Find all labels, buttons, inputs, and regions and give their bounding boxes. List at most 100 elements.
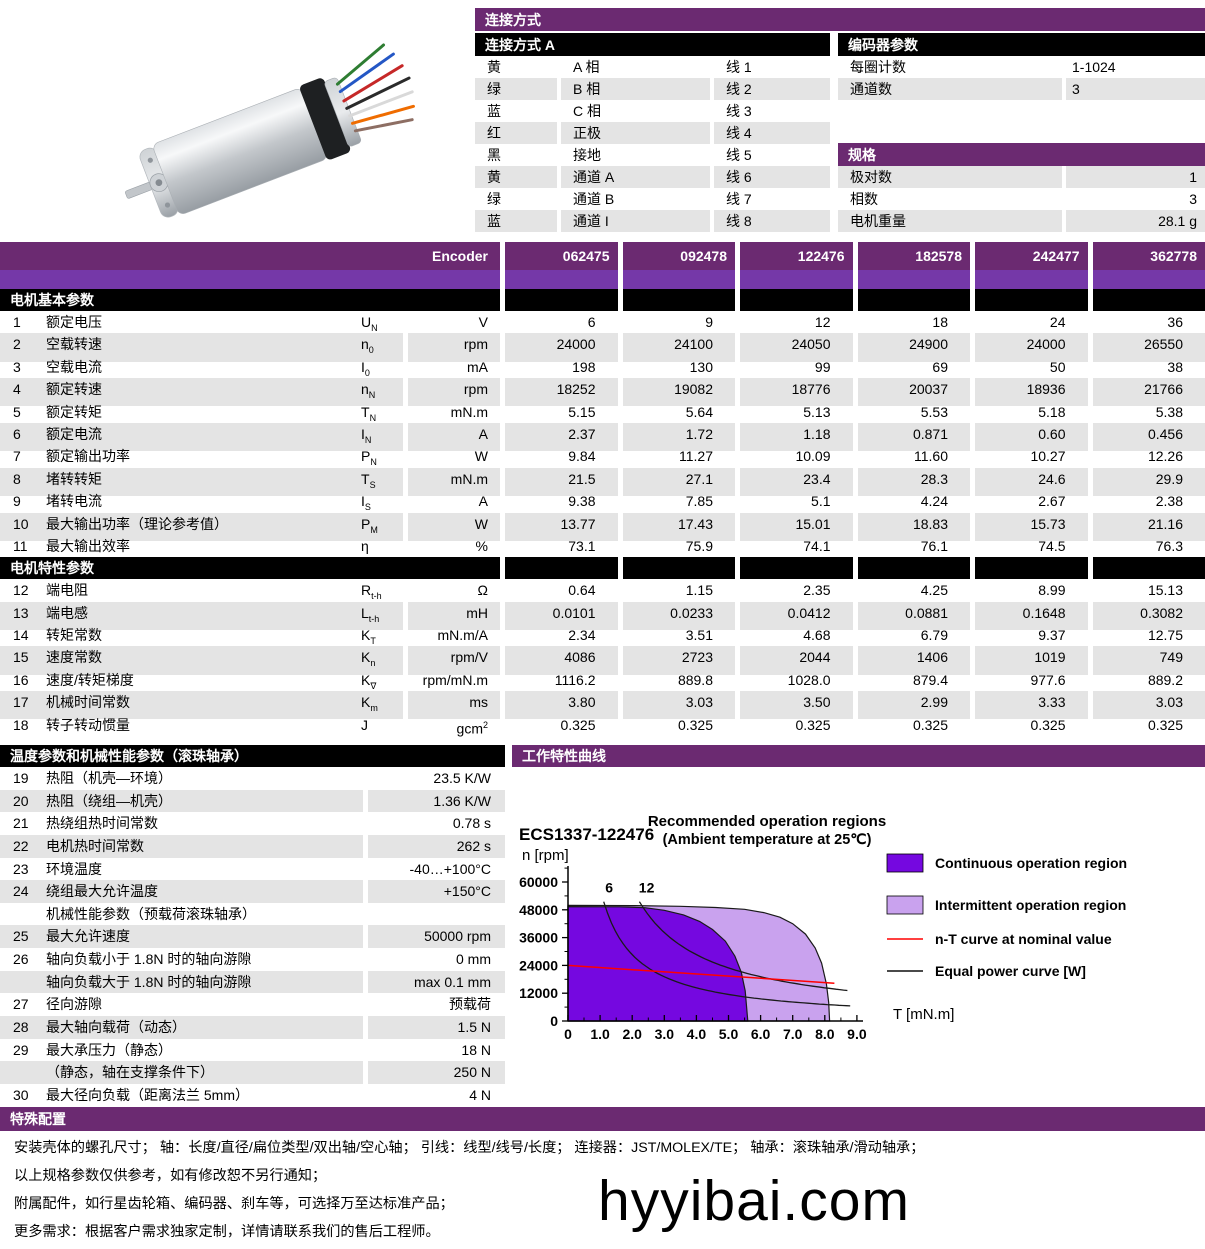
spec-label: 相数: [850, 191, 878, 207]
row-value: 50000 rpm: [368, 925, 505, 949]
value-cell: 9: [705, 314, 713, 330]
spec-label: 极对数: [838, 166, 1062, 188]
value-cell: 2.37: [505, 422, 618, 452]
encoder-params-title: 编码器参数: [838, 33, 1205, 56]
motor-product-image: [80, 40, 460, 240]
special-config-lines: 安装壳体的螺孔尺寸； 轴：长度/直径/扁位类型/双出轴/空心轴； 引线：线型/线…: [14, 1134, 1114, 1246]
row-symbol: KT: [361, 627, 376, 646]
value-cell: 4.25: [920, 582, 948, 599]
row-symbol: TS: [361, 470, 376, 490]
spec-row: 相数 3: [838, 188, 1205, 210]
value-cell: 1406: [857, 646, 970, 675]
value-cell: 18252: [505, 378, 618, 407]
row-unit: W: [474, 448, 488, 465]
row-label: 额定转速: [46, 381, 102, 398]
spec-value: 28.1 g: [1066, 210, 1205, 232]
row-value: 18 N: [461, 1041, 491, 1058]
row-number: 20: [13, 792, 29, 809]
temp-row: 30 最大径向负载（距离法兰 5mm） 4 N: [0, 1084, 505, 1107]
row-label: 堵转转矩: [46, 470, 102, 487]
value-cell: 2.35: [803, 582, 831, 599]
value-cell: 18: [932, 314, 948, 330]
table-row: 1 额定电压 UN V 6 9 12 18 24 36: [0, 311, 1205, 333]
row-symbol: PN: [361, 448, 377, 468]
row-label: 电机热时间常数: [46, 837, 144, 854]
temp-row: 28 最大轴向载荷（动态） 1.5 N: [0, 1016, 505, 1039]
value-cell: 0.456: [1092, 422, 1205, 452]
value-cell: 0.325: [912, 716, 948, 733]
x-tick-label: 7.0: [783, 1026, 803, 1042]
table-row: 7 额定输出功率 PN W 9.84 11.27 10.09 11.60 10.27 12.26: [0, 445, 1205, 467]
motor-body: [153, 89, 327, 214]
value-cell: 2.67: [1038, 493, 1066, 510]
value-cell: 17.43: [622, 512, 735, 541]
row-symbol: IN: [361, 425, 372, 445]
legend-swatch-continuous: [886, 853, 924, 873]
value-cell: 0.0233: [622, 601, 735, 630]
row-value: 0 mm: [456, 951, 491, 968]
row-label: 热阻（绕组—机壳）: [46, 792, 172, 809]
value-cell: 29.9: [1092, 467, 1205, 496]
wire-color: 黑: [487, 147, 501, 163]
row-label: （静态，轴在支撑条件下）: [46, 1064, 214, 1081]
row-label: 最大径向负载（距离法兰 5mm）: [46, 1086, 249, 1103]
row-unit: mN.m: [450, 403, 488, 420]
row-symbol: PM: [361, 515, 378, 535]
value-cell: 24000: [975, 333, 1088, 362]
value-cell: 2723: [622, 646, 735, 675]
legend-label-intermittent: Intermittent operation region: [935, 897, 1126, 913]
value-cell: 15.01: [740, 512, 853, 541]
row-label: 堵转电流: [46, 493, 102, 510]
value-cell: 2044: [740, 646, 853, 675]
section-title: 电机基本参数: [0, 289, 500, 311]
row-number: 3: [13, 358, 21, 375]
special-config-line: 安装壳体的螺孔尺寸； 轴：长度/直径/扁位类型/双出轴/空心轴； 引线：线型/线…: [14, 1140, 925, 1156]
x-tick-label: 1.0: [590, 1026, 610, 1042]
value-cell: 5.18: [1038, 403, 1066, 420]
connection-row: 黑 接地 线 5: [475, 144, 830, 166]
spec-value: 1: [1066, 166, 1205, 188]
spec-row: 电机重量 28.1 g: [838, 210, 1205, 232]
value-cell: 0.325: [1147, 716, 1183, 733]
wire-number: 线 4: [714, 122, 830, 144]
row-number: 7: [13, 448, 21, 465]
row-value: [368, 903, 505, 926]
model-column-header: 182578: [857, 242, 970, 270]
row-value: 250 N: [368, 1061, 505, 1084]
value-cell: 24100: [622, 333, 735, 362]
value-cell: 24: [1049, 314, 1066, 330]
wire-number: 线 8: [714, 210, 830, 232]
value-cell: 1116.2: [554, 671, 596, 688]
operation-region-chart: 6 12 0 1.0 2.0 3.0 4.0 5.0 6.0 7.0 8.0 9.0 0 12000 240…: [505, 808, 1205, 1063]
value-cell: 75.9: [685, 537, 713, 554]
row-value: 0.78 s: [452, 815, 491, 832]
value-cell: 74.1: [803, 537, 831, 554]
curve-panel-title: 工作特性曲线: [512, 745, 1205, 767]
row-number: 27: [13, 996, 29, 1013]
value-cell: 3.80: [505, 691, 618, 720]
wire-color: 蓝: [475, 210, 557, 232]
value-cell: 13.77: [505, 512, 618, 541]
row-label: 机械时间常数: [46, 694, 130, 711]
row-unit: A: [408, 422, 500, 452]
row-label: 空载电流: [46, 358, 102, 375]
value-cell: 0.871: [857, 422, 970, 452]
temp-row: 19 热阻（机壳—环境） 23.5 K/W: [0, 767, 505, 790]
value-cell: 38: [1167, 358, 1183, 375]
value-cell: 5.53: [920, 403, 948, 420]
x-tick-label: 0: [564, 1026, 572, 1042]
row-label: 机械性能参数（预载荷滚珠轴承）: [46, 905, 256, 922]
row-unit: %: [475, 537, 488, 554]
value-cell: 1028.0: [787, 671, 831, 688]
row-unit: A: [478, 493, 488, 510]
row-label: 端电感: [46, 604, 88, 621]
row-unit: mH: [408, 601, 500, 630]
encoder-header-label: Encoder: [0, 242, 500, 270]
motor-illustration: [125, 43, 415, 218]
value-cell: 5.38: [1155, 403, 1183, 420]
value-cell: 1.72: [622, 422, 735, 452]
row-value: 1.36 K/W: [368, 789, 505, 813]
value-cell: 69: [932, 358, 948, 375]
row-label: 轴向负载大于 1.8N 时的轴向游隙: [46, 973, 252, 990]
